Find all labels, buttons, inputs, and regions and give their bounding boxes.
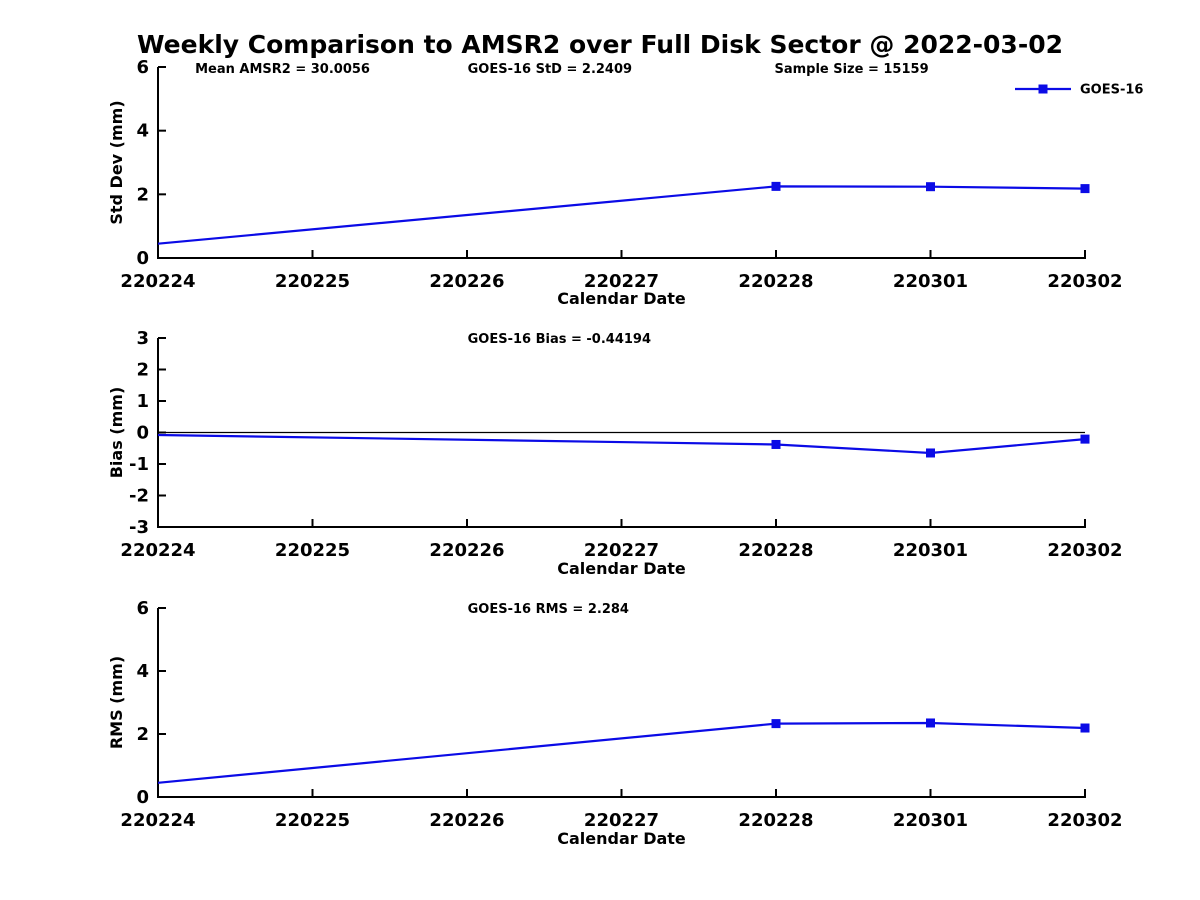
x-tick-label: 220225	[275, 540, 350, 561]
y-tick-label: -1	[129, 454, 149, 475]
series-line-goes-16	[157, 721, 1086, 784]
panel-rms: GOES-16 RMS = 2.284 220224 220225 220226 220…	[107, 598, 1123, 848]
data-point-marker	[926, 182, 935, 192]
series-line-goes-16	[157, 185, 1086, 245]
y-tick-label: 3	[136, 328, 149, 349]
y-axis-title: RMS (mm)	[107, 656, 126, 749]
y-tick-label: 6	[136, 598, 149, 619]
y-tick-label: 0	[136, 787, 149, 808]
panel-std-dev-annotation-1: GOES-16 StD = 2.2409	[468, 62, 632, 77]
x-tick-label: 220227	[584, 271, 659, 292]
x-axis-title: Calendar Date	[557, 829, 686, 848]
data-point-marker	[771, 181, 781, 191]
data-point-marker	[1080, 434, 1090, 444]
data-point-marker	[926, 448, 935, 458]
y-tick-label: 2	[136, 360, 149, 381]
x-tick-label: 220302	[1047, 271, 1122, 292]
y-tick-label: 4	[136, 661, 149, 682]
panel-rms-annotation-0: GOES-16 RMS = 2.284	[468, 602, 629, 617]
x-tick-label: 220224	[120, 540, 195, 561]
data-point-marker	[1080, 184, 1090, 194]
y-tick-label: 2	[136, 184, 149, 205]
x-tick-label: 220225	[275, 810, 350, 831]
y-tick-label: -3	[129, 517, 149, 538]
x-tick-label: 220301	[893, 810, 968, 831]
data-point-marker	[771, 439, 781, 449]
panel-bias: GOES-16 Bias = -0.44194 220224 220225 22022…	[107, 328, 1123, 578]
figure-title: Weekly Comparison to AMSR2 over Full Dis…	[136, 30, 1063, 59]
x-tick-label: 220224	[120, 810, 195, 831]
y-tick-label: 4	[136, 121, 149, 142]
legend-label: GOES-16	[1080, 83, 1143, 98]
x-tick-label: 220225	[275, 271, 350, 292]
y-tick-label: 2	[136, 724, 149, 745]
x-tick-label: 220226	[429, 540, 504, 561]
y-tick-label: 1	[136, 391, 149, 412]
x-tick-label: 220227	[584, 810, 659, 831]
data-point-marker	[771, 719, 781, 729]
panel-std-dev-annotation-0: Mean AMSR2 = 30.0056	[195, 62, 370, 77]
x-tick-label: 220302	[1047, 540, 1122, 561]
series-line-goes-16	[157, 433, 1086, 455]
y-tick-label: 0	[136, 423, 149, 444]
y-tick-label: -2	[129, 486, 149, 507]
panel-bias-annotation-0: GOES-16 Bias = -0.44194	[468, 332, 651, 347]
x-tick-label: 220301	[893, 271, 968, 292]
x-tick-label: 220301	[893, 540, 968, 561]
x-tick-label: 220302	[1047, 810, 1122, 831]
y-axis-title: Std Dev (mm)	[107, 100, 126, 224]
x-tick-label: 220228	[738, 540, 813, 561]
x-tick-label: 220226	[429, 810, 504, 831]
y-tick-label: 6	[136, 57, 149, 78]
x-tick-label: 220227	[584, 540, 659, 561]
x-axis-title: Calendar Date	[557, 289, 686, 308]
y-tick-label: 0	[136, 248, 149, 269]
panel-std-dev: Mean AMSR2 = 30.0056 GOES-16 StD = 2.2409…	[107, 57, 1123, 308]
data-point-marker	[926, 718, 935, 728]
x-tick-label: 220226	[429, 271, 504, 292]
x-tick-label: 220228	[738, 810, 813, 831]
x-axis-title: Calendar Date	[557, 559, 686, 578]
x-tick-label: 220228	[738, 271, 813, 292]
y-axis-title: Bias (mm)	[107, 387, 126, 479]
data-point-marker	[1080, 723, 1090, 733]
legend-marker	[1038, 84, 1048, 94]
legend: GOES-16	[1015, 83, 1143, 98]
panel-std-dev-annotation-2: Sample Size = 15159	[774, 62, 928, 77]
x-tick-label: 220224	[120, 271, 195, 292]
